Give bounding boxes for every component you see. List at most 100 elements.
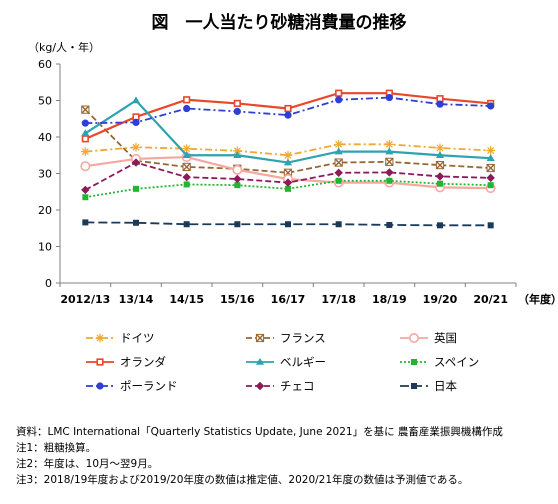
x-tick-label: 13/14 xyxy=(119,293,154,306)
data-point xyxy=(385,147,394,155)
data-point xyxy=(334,147,343,155)
data-point xyxy=(435,143,445,153)
series-チェコ xyxy=(81,158,495,195)
data-point xyxy=(335,89,343,97)
data-point xyxy=(335,177,342,184)
legend-item: 日本 xyxy=(400,379,457,393)
legend-item: オランダ xyxy=(86,355,166,369)
data-point xyxy=(234,221,241,228)
y-tick-label: 20 xyxy=(38,204,52,217)
chart-title: 図 一人当たり砂糖消費量の推移 xyxy=(151,13,407,33)
data-point xyxy=(233,99,241,108)
data-point xyxy=(436,100,444,108)
line-chart: 0 10 20 30 40 50 60 （kg/人・年） 2012/13 13/14 14/15 15… xyxy=(28,40,558,393)
y-tick-label: 50 xyxy=(38,95,52,108)
data-point xyxy=(95,333,105,343)
data-point xyxy=(233,151,242,159)
legend-item: フランス xyxy=(246,331,326,345)
data-point xyxy=(80,161,91,172)
series-line xyxy=(84,108,491,174)
data-point xyxy=(132,118,140,126)
data-point xyxy=(386,221,393,228)
data-point xyxy=(81,119,89,127)
note-2: 注2：年度は、10月～翌9月。 xyxy=(16,458,159,470)
data-point xyxy=(80,147,90,156)
y-tick-label: 60 xyxy=(38,58,52,71)
series-スペイン xyxy=(82,177,494,201)
legend-item: ベルギー xyxy=(246,355,326,369)
data-point xyxy=(283,158,293,166)
x-tick-label: 18/19 xyxy=(372,293,407,306)
legend-label: 日本 xyxy=(434,379,457,393)
data-point xyxy=(255,381,265,391)
legend-item: 英国 xyxy=(400,331,457,345)
note-3: 注3：2018/19年度および2019/20年度の数値は推定値、2020/21年… xyxy=(16,474,469,486)
data-point xyxy=(385,93,393,102)
data-point xyxy=(486,154,495,161)
data-point xyxy=(437,222,443,229)
data-point xyxy=(334,168,343,177)
data-point xyxy=(334,139,344,149)
data-point xyxy=(285,221,291,228)
data-point xyxy=(255,333,265,343)
data-point xyxy=(486,146,496,155)
data-point xyxy=(131,158,141,167)
data-point xyxy=(435,161,445,170)
y-axis-label: （kg/人・年） xyxy=(28,40,100,54)
data-point xyxy=(255,357,265,365)
legend-label: ベルギー xyxy=(280,355,326,369)
x-tick-label: 16/17 xyxy=(271,293,306,306)
data-point xyxy=(96,358,104,366)
data-point xyxy=(487,102,495,110)
data-point xyxy=(81,185,90,195)
data-point xyxy=(182,144,192,154)
x-tick-label: 19/20 xyxy=(423,293,458,306)
x-axis-label: （年度） xyxy=(518,292,558,306)
data-point xyxy=(283,178,293,187)
series-ポーランド xyxy=(81,93,495,127)
y-tick-label: 30 xyxy=(38,168,52,181)
data-point xyxy=(283,150,293,160)
data-point xyxy=(131,142,141,152)
data-point xyxy=(386,177,393,184)
x-tick-label: 15/16 xyxy=(220,293,255,306)
x-tick-label: 2012/13 xyxy=(60,293,110,306)
data-point xyxy=(233,174,242,184)
series-line xyxy=(85,179,491,199)
data-point xyxy=(284,104,292,113)
note-1: 注1：粗糖換算。 xyxy=(16,442,97,454)
data-point xyxy=(233,107,241,116)
data-point xyxy=(335,221,342,228)
notes-block: 資料：LMC International「Quarterly Statistic… xyxy=(16,424,503,488)
data-point xyxy=(81,129,90,137)
legend-item: スペイン xyxy=(400,355,479,369)
legend-label: ポーランド xyxy=(120,379,178,393)
data-point xyxy=(385,168,394,177)
data-point xyxy=(435,172,445,181)
series-ベルギー xyxy=(81,96,495,166)
data-point xyxy=(183,221,190,228)
data-point xyxy=(81,135,89,143)
legend-label: 英国 xyxy=(434,331,457,345)
y-tick-label: 40 xyxy=(38,131,52,144)
data-point xyxy=(437,180,443,187)
legend-label: チェコ xyxy=(280,379,315,393)
data-point xyxy=(182,151,191,159)
data-point xyxy=(182,172,191,182)
source-note: 資料：LMC International「Quarterly Statistic… xyxy=(16,426,503,438)
x-tick-label: 20/21 xyxy=(473,293,508,306)
legend-label: スペイン xyxy=(434,355,479,369)
legend-item: ドイツ xyxy=(86,331,155,345)
legend-label: ドイツ xyxy=(120,331,155,345)
data-point xyxy=(232,164,243,175)
data-point xyxy=(486,163,495,173)
data-point xyxy=(81,105,90,114)
data-point xyxy=(133,185,139,192)
data-point xyxy=(384,139,394,149)
data-point xyxy=(435,151,445,159)
data-point xyxy=(284,111,292,119)
y-tick-label: 0 xyxy=(45,277,52,290)
data-point xyxy=(487,222,494,229)
data-point xyxy=(335,96,343,104)
data-point xyxy=(96,382,104,390)
